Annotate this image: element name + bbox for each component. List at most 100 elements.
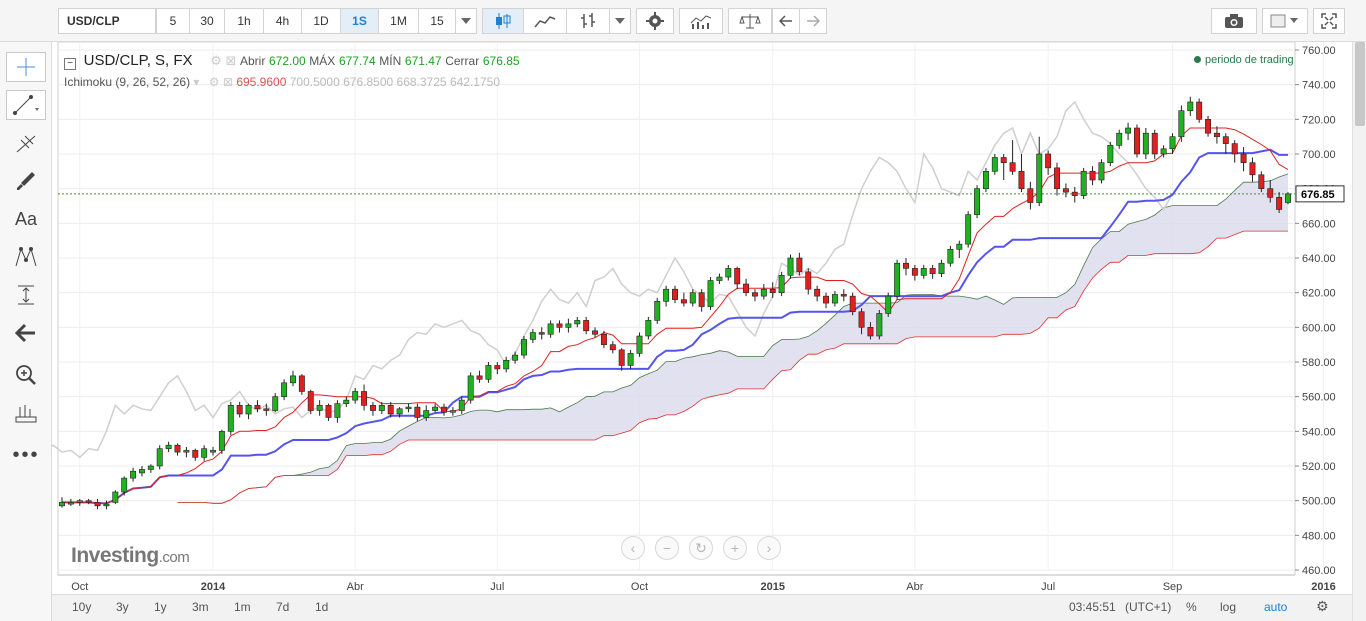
- text-tool[interactable]: Aa: [6, 204, 46, 234]
- price-chart[interactable]: 760.00740.00720.00700.00680.00660.00640.…: [52, 42, 1352, 594]
- area-chart-icon: [534, 16, 556, 28]
- interval-30[interactable]: 30: [189, 8, 225, 34]
- candle: [272, 393, 279, 413]
- candle: [743, 278, 750, 297]
- fibonacci-tool[interactable]: [6, 128, 46, 158]
- candle: [885, 292, 892, 317]
- percent-scale-toggle[interactable]: %: [1186, 600, 1197, 614]
- candle: [982, 167, 989, 193]
- price-axis-label: 480.00: [1302, 530, 1336, 542]
- scroll-left-button[interactable]: ‹: [621, 536, 645, 560]
- candle: [94, 498, 101, 510]
- remove-drawings-tool[interactable]: [6, 318, 46, 348]
- pattern-tool[interactable]: [6, 242, 46, 272]
- range-3y[interactable]: 3y: [116, 600, 129, 614]
- legend-collapse-icon[interactable]: −: [64, 58, 76, 70]
- range-7d[interactable]: 7d: [276, 600, 290, 614]
- measure-tool[interactable]: [6, 280, 46, 310]
- candle: [1089, 166, 1096, 186]
- trend-line-tool[interactable]: [6, 90, 46, 120]
- more-tools[interactable]: •••: [6, 440, 46, 470]
- candle: [1160, 145, 1167, 158]
- crosshair-tool[interactable]: [6, 52, 46, 82]
- range-1m[interactable]: 1m: [234, 600, 251, 614]
- interval-1m[interactable]: 1M: [378, 8, 419, 34]
- candle: [227, 401, 234, 435]
- candle: [467, 372, 474, 404]
- bars-chart-type-button[interactable]: [566, 8, 610, 34]
- zoom-out-button[interactable]: −: [655, 536, 679, 560]
- reset-chart-button[interactable]: ↻: [689, 536, 713, 560]
- interval-4h[interactable]: 4h: [263, 8, 302, 34]
- log-scale-toggle[interactable]: log: [1220, 600, 1237, 614]
- undo-button[interactable]: [772, 8, 800, 34]
- legend-settings-icon[interactable]: ⚙: [210, 53, 222, 68]
- candle: [218, 429, 225, 454]
- settings-button[interactable]: [636, 8, 674, 34]
- chart-area[interactable]: 760.00740.00720.00700.00680.00660.00640.…: [52, 42, 1352, 621]
- candle: [112, 490, 119, 505]
- ichimoku-senkou-a-value: 668.3725: [396, 75, 447, 89]
- fullscreen-button[interactable]: [1313, 8, 1345, 34]
- brush-tool[interactable]: [6, 166, 46, 196]
- candle: [378, 401, 385, 414]
- candle: [1178, 105, 1185, 142]
- candle: [627, 349, 634, 369]
- interval-5[interactable]: 5: [156, 8, 190, 34]
- candle: [414, 403, 421, 421]
- redo-button[interactable]: [799, 8, 827, 34]
- time-axis-label: Jul: [1041, 581, 1055, 593]
- interval-1d[interactable]: 1D: [301, 8, 341, 34]
- candle: [449, 407, 456, 416]
- candle: [654, 297, 661, 324]
- range-1d[interactable]: 1d: [315, 600, 329, 614]
- legend-close-icon[interactable]: ⊠: [225, 53, 237, 68]
- zoom-in-button[interactable]: +: [723, 536, 747, 560]
- ichimoku-close-icon[interactable]: ⊠: [222, 75, 233, 89]
- candle: [432, 403, 439, 413]
- range-10y[interactable]: 10y: [72, 600, 92, 614]
- timezone[interactable]: (UTC+1): [1125, 600, 1172, 614]
- candle: [1151, 129, 1158, 160]
- compare-button[interactable]: [728, 8, 772, 34]
- interval-1h[interactable]: 1h: [224, 8, 264, 34]
- symbol-search-input[interactable]: USD/CLP: [58, 8, 156, 34]
- scrollbar-thumb[interactable]: [1355, 42, 1365, 126]
- legend-symbol: USD/CLP, S, FX: [83, 52, 193, 69]
- candle: [156, 445, 163, 470]
- ruler-tool[interactable]: [6, 398, 46, 428]
- chart-properties-gear-icon[interactable]: ⚙: [1316, 598, 1329, 614]
- candle: [769, 282, 776, 298]
- area-chart-type-button[interactable]: [523, 8, 567, 34]
- range-3m[interactable]: 3m: [192, 600, 209, 614]
- candle: [281, 379, 288, 401]
- candle: [298, 374, 305, 395]
- vertical-scrollbar[interactable]: [1352, 42, 1366, 621]
- candle: [760, 284, 767, 300]
- ichimoku-settings-icon[interactable]: ⚙: [208, 75, 220, 89]
- zoom-tool[interactable]: [6, 360, 46, 390]
- color-theme-button[interactable]: [1262, 8, 1308, 34]
- candle: [174, 443, 181, 456]
- indicators-button[interactable]: [679, 8, 723, 34]
- candle: [290, 370, 296, 387]
- close-value: 676.85: [482, 54, 520, 68]
- candle: [1134, 124, 1140, 158]
- time-axis-label: Sep: [1163, 581, 1183, 593]
- interval-15[interactable]: 15: [418, 8, 456, 34]
- price-axis-label: 640.00: [1302, 253, 1336, 265]
- snapshot-button[interactable]: [1211, 8, 1257, 34]
- auto-scale-toggle[interactable]: auto: [1264, 600, 1288, 614]
- candle: [325, 403, 332, 421]
- chart-type-dropdown-button[interactable]: [609, 8, 631, 34]
- candles-chart-type-button[interactable]: [482, 8, 524, 34]
- candle: [1285, 192, 1291, 205]
- interval-1s[interactable]: 1S: [340, 8, 379, 34]
- candle: [1009, 140, 1016, 175]
- candle: [343, 396, 350, 408]
- candle: [547, 320, 554, 338]
- range-1y[interactable]: 1y: [154, 600, 167, 614]
- scroll-right-button[interactable]: ›: [757, 536, 781, 560]
- interval-dropdown-button[interactable]: [455, 8, 477, 34]
- ichimoku-dropdown-icon[interactable]: ▾: [193, 75, 200, 89]
